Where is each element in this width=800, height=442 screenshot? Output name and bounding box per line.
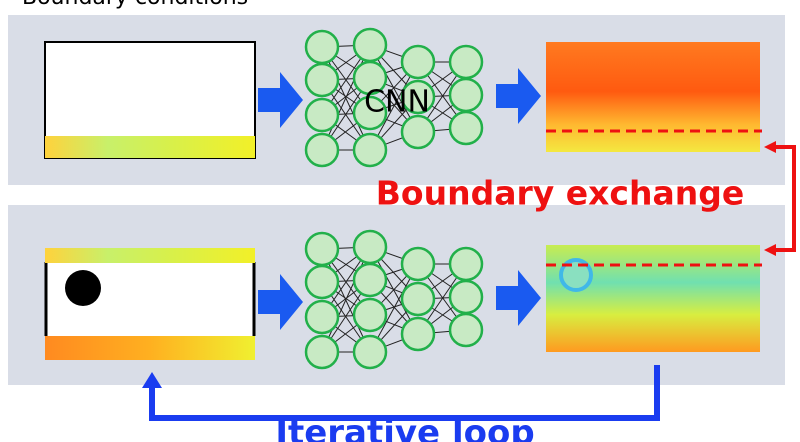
neuron <box>354 231 386 263</box>
neuron <box>450 79 482 111</box>
neuron <box>450 112 482 144</box>
neuron <box>402 46 434 78</box>
loop-label: Iterative loop <box>275 413 534 442</box>
neuron <box>306 64 338 96</box>
neuron <box>402 248 434 280</box>
neuron <box>306 336 338 368</box>
neuron <box>306 99 338 131</box>
neuron <box>402 116 434 148</box>
output-field <box>546 42 760 152</box>
boundary-strip <box>45 248 255 263</box>
exchange-label: Boundary exchange <box>376 174 744 213</box>
obstacle <box>65 270 101 306</box>
neuron <box>354 264 386 296</box>
neuron <box>306 134 338 166</box>
neuron <box>450 46 482 78</box>
neuron <box>354 29 386 61</box>
neuron <box>306 266 338 298</box>
neuron <box>306 301 338 333</box>
neuron <box>306 233 338 265</box>
title-label: Boundary conditions <box>22 0 248 10</box>
boundary-strip <box>45 136 255 158</box>
neuron <box>402 283 434 315</box>
diagram: Boundary conditions Boundary exchange It… <box>0 0 800 442</box>
neuron <box>402 318 434 350</box>
neuron <box>354 336 386 368</box>
boundary-strip <box>45 336 255 360</box>
neuron <box>450 248 482 280</box>
neuron <box>306 31 338 63</box>
cnn-label: CNN <box>364 85 430 120</box>
neuron <box>354 134 386 166</box>
neuron <box>450 281 482 313</box>
neuron <box>354 299 386 331</box>
neuron <box>450 314 482 346</box>
